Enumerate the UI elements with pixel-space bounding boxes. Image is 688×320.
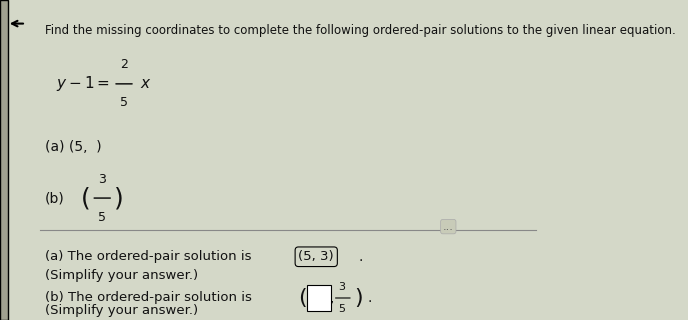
Text: $y-1=$: $y-1=$ [56, 74, 110, 93]
Text: (b): (b) [45, 191, 65, 205]
Text: (5, 3): (5, 3) [299, 250, 334, 263]
Text: (: ( [299, 288, 307, 308]
Text: ): ) [114, 186, 123, 210]
Text: $x$: $x$ [140, 76, 152, 92]
Text: ,: , [330, 291, 334, 305]
Text: .: . [358, 250, 363, 264]
Text: 5: 5 [120, 96, 128, 109]
Text: (a) (5,  ): (a) (5, ) [45, 140, 102, 154]
Text: 3: 3 [338, 282, 345, 292]
Text: (b) The ordered-pair solution is: (b) The ordered-pair solution is [45, 292, 256, 305]
Text: .: . [367, 291, 372, 305]
Text: ): ) [354, 288, 363, 308]
Text: Find the missing coordinates to complete the following ordered-pair solutions to: Find the missing coordinates to complete… [45, 24, 676, 36]
Text: (: ( [81, 186, 91, 210]
Text: 5: 5 [98, 211, 106, 224]
Text: ...: ... [443, 222, 454, 232]
Text: 2: 2 [120, 58, 128, 71]
Text: 3: 3 [98, 172, 106, 186]
FancyBboxPatch shape [307, 285, 331, 311]
Text: (a) The ordered-pair solution is: (a) The ordered-pair solution is [45, 250, 256, 263]
Text: (Simplify your answer.): (Simplify your answer.) [45, 304, 198, 317]
Text: (Simplify your answer.): (Simplify your answer.) [45, 269, 198, 282]
Text: 5: 5 [338, 304, 345, 314]
